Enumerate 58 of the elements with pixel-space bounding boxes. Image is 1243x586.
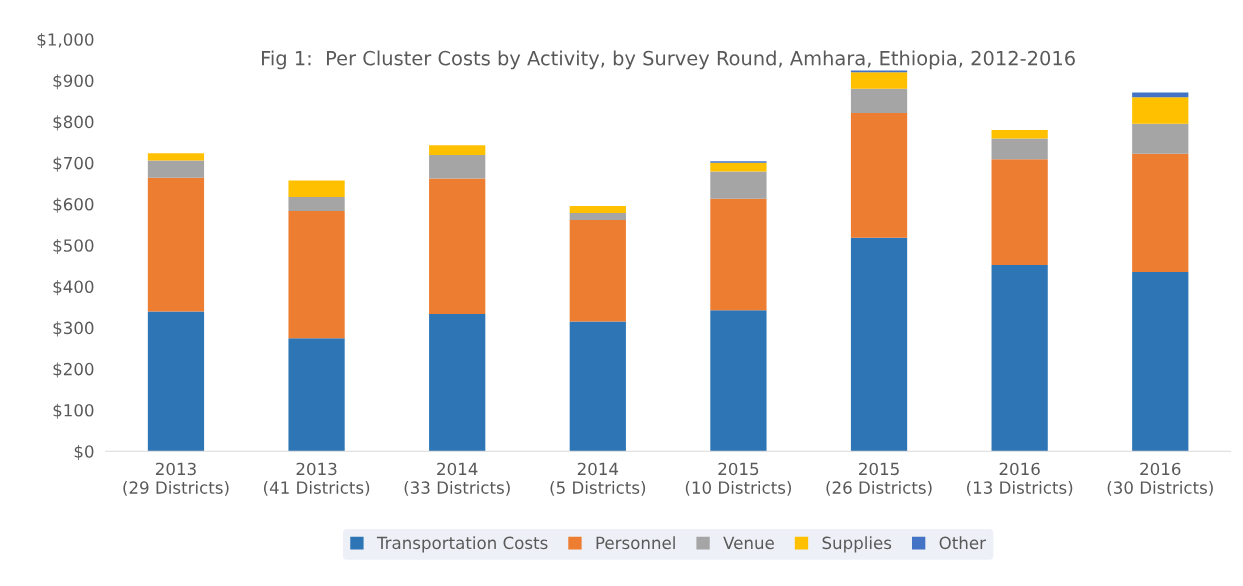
bar — [710, 162, 767, 172]
bar — [147, 160, 205, 178]
legend-label: Venue — [723, 536, 774, 550]
bar — [991, 159, 1048, 266]
bar — [429, 155, 486, 179]
x-tick-label: 2016 (30 Districts) — [1107, 462, 1213, 496]
bar — [991, 138, 1048, 160]
x-tick-label: 2016 (13 Districts) — [967, 462, 1073, 496]
bar — [710, 171, 767, 199]
bar — [147, 311, 205, 452]
y-tick-label: $0 — [74, 444, 94, 460]
bar — [569, 321, 626, 452]
y-tick-label: $100 — [53, 403, 94, 419]
bar — [429, 145, 486, 156]
y-tick-label: $500 — [53, 238, 94, 255]
bar — [991, 129, 1048, 139]
bar — [569, 220, 626, 322]
x-tick-label: 2013 (41 Districts) — [263, 462, 370, 496]
bar — [569, 213, 626, 221]
y-tick-label: $200 — [53, 362, 94, 378]
x-tick-label: 2014 (33 Districts) — [404, 462, 510, 496]
bar — [1132, 123, 1189, 154]
x-tick-label: 2013 (29 Districts) — [123, 462, 229, 496]
y-tick-label: $1,000 — [37, 32, 94, 49]
bar — [1132, 272, 1189, 452]
legend-label: Transportation Costs — [376, 536, 548, 553]
bar — [1132, 97, 1189, 124]
bar — [1132, 153, 1189, 273]
legend-label: Personnel — [596, 536, 675, 550]
bar — [710, 198, 767, 311]
bar — [288, 180, 345, 198]
y-tick-label: $700 — [53, 156, 94, 172]
bar — [850, 113, 908, 238]
y-tick-label: $600 — [53, 197, 94, 213]
bar — [850, 88, 908, 113]
bar — [288, 211, 345, 339]
bar — [991, 265, 1048, 452]
x-tick-label: 2015 (26 Districts) — [826, 462, 932, 496]
bar — [710, 310, 767, 452]
bar — [147, 177, 205, 312]
x-tick-label: 2014 (5 Districts) — [550, 462, 646, 496]
bar — [429, 314, 486, 452]
y-tick-label: $300 — [53, 321, 94, 337]
y-tick-label: $400 — [53, 280, 94, 296]
bar — [288, 197, 345, 212]
legend-label: Other — [939, 536, 986, 550]
bar — [850, 237, 908, 452]
x-tick-label: 2015 (10 Districts) — [685, 462, 792, 496]
chart-title: Fig 1: Per Cluster Costs by Activity, by Survey Round, Amhara, Ethiopia, 2012-2016 — [262, 50, 1075, 70]
legend-label: Supplies — [822, 536, 892, 553]
bar — [850, 72, 908, 89]
bar — [147, 153, 205, 161]
bar — [569, 206, 626, 214]
bar — [429, 178, 486, 315]
bar — [1132, 92, 1189, 98]
y-tick-label: $900 — [53, 74, 94, 90]
bar — [288, 338, 345, 452]
y-tick-label: $800 — [53, 115, 94, 131]
